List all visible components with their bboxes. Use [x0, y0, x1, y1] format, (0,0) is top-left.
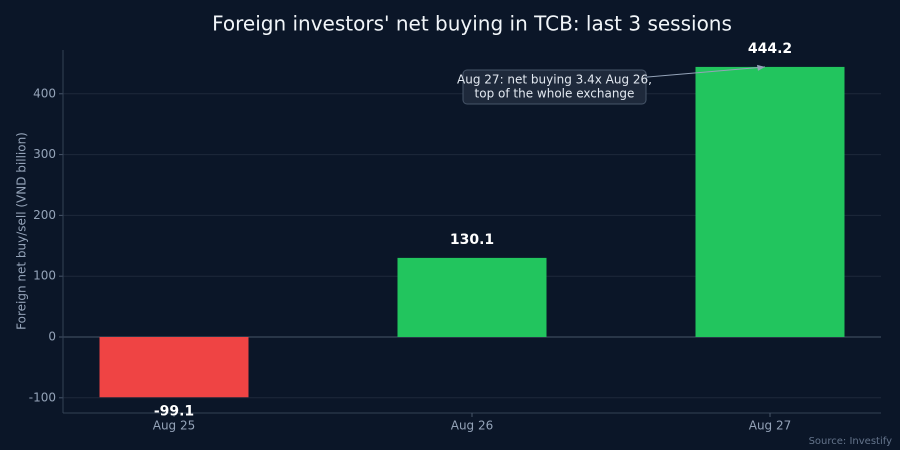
arrow-head	[756, 64, 765, 71]
y-tick-label: 300	[33, 147, 56, 161]
value-label: -99.1	[154, 403, 194, 419]
value-label: 444.2	[748, 41, 792, 57]
y-tick-label: -100	[29, 390, 56, 404]
y-tick-label: 200	[33, 208, 56, 222]
annotation-box	[462, 69, 647, 105]
bar	[99, 336, 249, 398]
y-tick-label: 400	[33, 86, 56, 100]
x-tick-label: Aug 27	[749, 419, 792, 433]
annotation-text: Aug 27: net buying 3.4x Aug 26,	[457, 73, 652, 87]
source: Source: Investify	[809, 436, 893, 447]
y-tick-label: 100	[33, 269, 56, 283]
y-axis-label: Foreign net buy/sell (VND billion)	[15, 132, 29, 330]
bar	[695, 66, 845, 337]
x-tick-label: Aug 25	[153, 419, 196, 433]
chart-title: Foreign investors' net buying in TCB: la…	[212, 12, 732, 36]
value-label: 130.1	[450, 232, 494, 248]
annotation-arrow	[635, 66, 766, 79]
x-tick-label: Aug 26	[451, 419, 494, 433]
y-tick-label: 0	[48, 329, 56, 343]
bar	[397, 257, 547, 337]
annotation-text: top of the whole exchange	[475, 87, 635, 101]
